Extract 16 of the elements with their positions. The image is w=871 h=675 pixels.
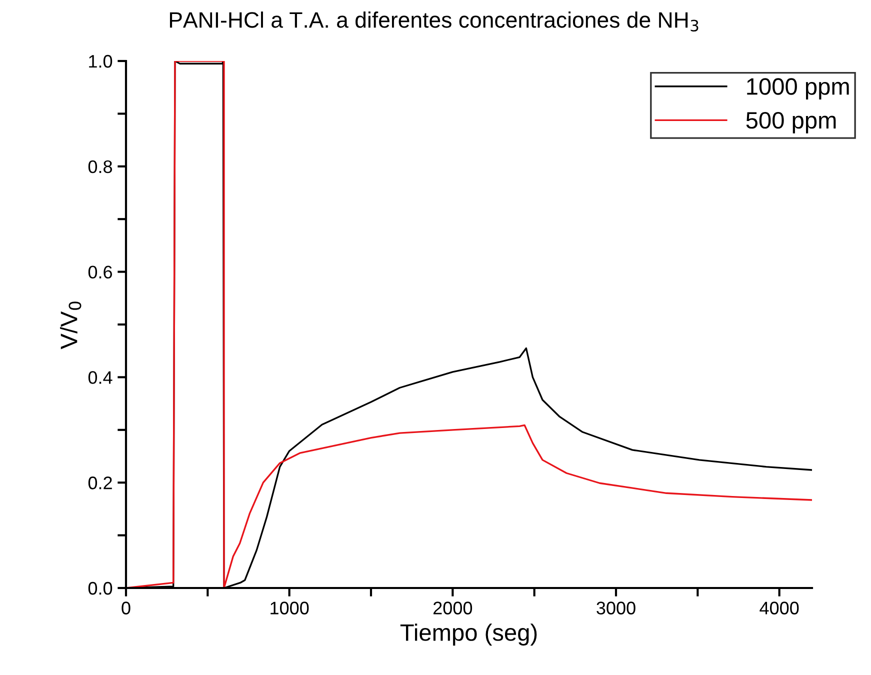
y-tick-label: 0.4 (88, 371, 112, 384)
x-tick-label: 1000 (270, 602, 309, 614)
x-tick-label: 2000 (433, 602, 472, 614)
x-tick-label: 4000 (760, 602, 799, 614)
legend-label: 1000 ppm (747, 78, 849, 100)
y-tick-label: 0.8 (88, 160, 112, 174)
x-axis-title: Tiempo (seg) (400, 624, 537, 646)
y-tick-label: 0.6 (88, 266, 112, 279)
y-tick-label: 1.0 (89, 54, 112, 68)
y-tick-label: 0.2 (88, 476, 112, 490)
chart-title: PANI-HCl a T.A. a diferentes concentraciones de NH$_{3}$ (170, 12, 698, 32)
x-tick-label: 3000 (596, 602, 636, 614)
legend-label: 500 ppm (746, 112, 836, 134)
y-axis-title: V/V$_{0}$ (60, 302, 82, 350)
y-tick-label: 0.0 (88, 582, 112, 595)
x-tick-label: 0 (122, 602, 130, 614)
